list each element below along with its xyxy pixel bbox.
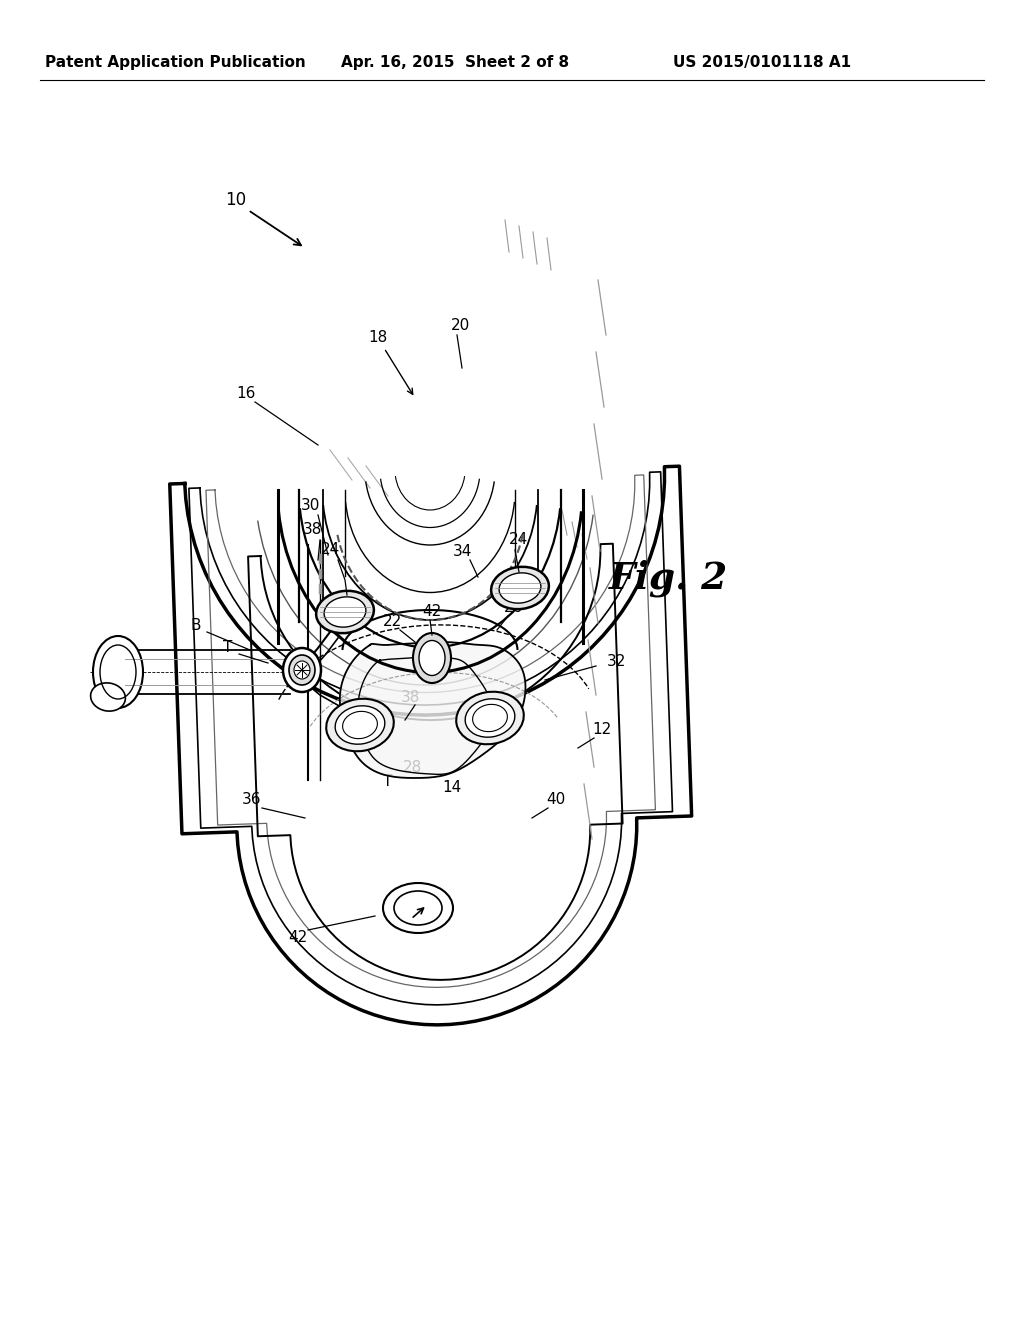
- Text: T: T: [223, 640, 232, 656]
- Text: 30: 30: [300, 498, 319, 512]
- Text: 38: 38: [400, 690, 420, 705]
- Text: 10: 10: [225, 191, 247, 209]
- Text: 28: 28: [402, 760, 422, 776]
- Text: 20: 20: [451, 318, 470, 333]
- Ellipse shape: [294, 661, 310, 678]
- Text: 32: 32: [607, 653, 627, 668]
- Ellipse shape: [419, 640, 445, 676]
- Text: 22: 22: [383, 615, 402, 630]
- Text: 38: 38: [302, 523, 322, 537]
- Ellipse shape: [325, 597, 366, 627]
- Text: US 2015/0101118 A1: US 2015/0101118 A1: [673, 54, 851, 70]
- Ellipse shape: [316, 591, 374, 634]
- Text: 34: 34: [454, 544, 473, 560]
- Ellipse shape: [492, 566, 549, 610]
- Text: 24: 24: [321, 543, 340, 557]
- Text: Patent Application Publication: Patent Application Publication: [45, 54, 305, 70]
- Text: 26: 26: [504, 601, 523, 615]
- Text: 40: 40: [547, 792, 565, 808]
- Ellipse shape: [327, 698, 394, 751]
- Text: 24: 24: [508, 532, 527, 548]
- Polygon shape: [340, 642, 525, 777]
- Text: 14: 14: [442, 780, 462, 796]
- Ellipse shape: [90, 682, 125, 711]
- Ellipse shape: [499, 573, 541, 603]
- Text: 42: 42: [289, 929, 307, 945]
- Text: 42: 42: [422, 605, 441, 619]
- Ellipse shape: [93, 636, 143, 708]
- Text: 12: 12: [592, 722, 611, 738]
- Ellipse shape: [289, 655, 315, 685]
- Ellipse shape: [283, 648, 321, 692]
- Text: T: T: [383, 775, 392, 789]
- Text: Apr. 16, 2015  Sheet 2 of 8: Apr. 16, 2015 Sheet 2 of 8: [341, 54, 569, 70]
- Text: Fig. 2: Fig. 2: [608, 560, 728, 597]
- Text: 16: 16: [237, 385, 256, 400]
- Ellipse shape: [457, 692, 524, 744]
- Polygon shape: [170, 466, 691, 1024]
- Ellipse shape: [413, 634, 451, 682]
- Text: 36: 36: [243, 792, 262, 808]
- Ellipse shape: [465, 698, 515, 737]
- Ellipse shape: [335, 706, 385, 744]
- Text: 18: 18: [369, 330, 388, 346]
- Text: B: B: [190, 619, 202, 634]
